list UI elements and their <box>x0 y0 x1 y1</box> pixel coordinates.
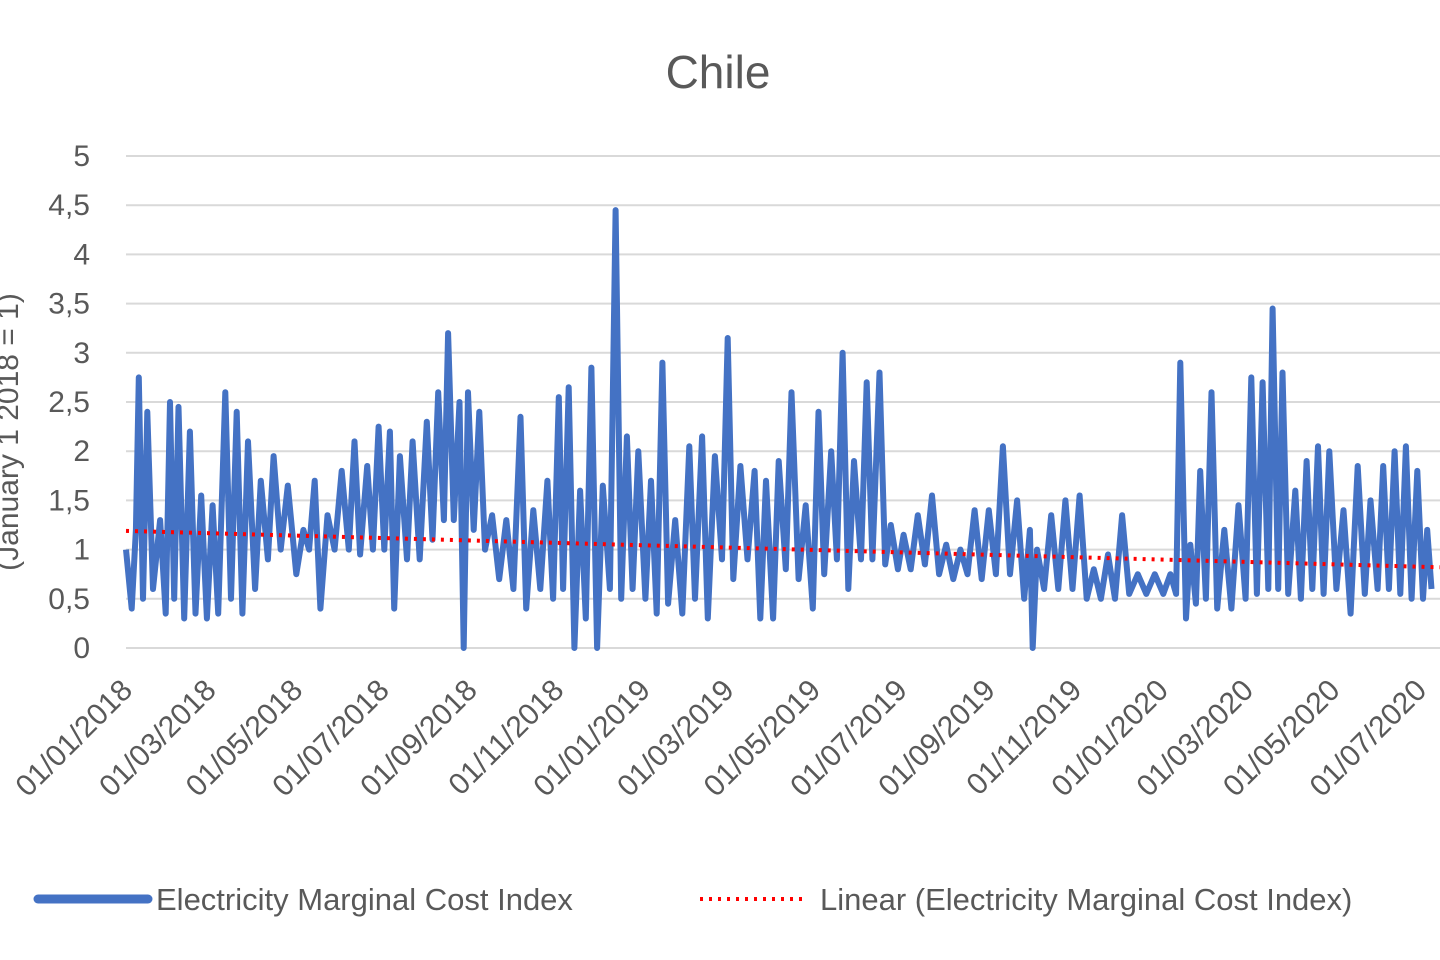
y-tick-label: 3,5 <box>48 288 90 321</box>
y-tick-label: 0,5 <box>48 583 90 616</box>
y-axis-ticks: 0 0,5 1 1,5 2 2,5 3 3,5 4 4,5 5 <box>48 140 90 665</box>
y-tick-label: 0 <box>73 632 90 665</box>
trendline <box>125 528 1440 570</box>
y-tick-label: 5 <box>73 140 90 173</box>
series-group <box>123 207 1440 651</box>
y-tick-label: 4 <box>73 238 90 271</box>
y-tick-label: 3 <box>73 337 90 370</box>
series-line-main <box>123 207 1435 651</box>
legend-label-main: Electricity Marginal Cost Index <box>156 882 573 917</box>
y-tick-label: 4,5 <box>48 189 90 222</box>
legend: Electricity Marginal Cost Index Linear (… <box>33 882 1352 917</box>
legend-label-trend: Linear (Electricity Marginal Cost Index) <box>820 882 1352 917</box>
y-tick-label: 2,5 <box>48 386 90 419</box>
x-axis-ticks: 01/01/201801/03/201801/05/201801/07/2018… <box>9 674 1433 804</box>
chart-title: Chile <box>666 46 771 98</box>
gridlines <box>126 155 1440 649</box>
y-tick-label: 2 <box>73 435 90 468</box>
y-tick-label: 1 <box>73 534 90 567</box>
y-tick-label: 1,5 <box>48 484 90 517</box>
y-axis-label: (January 1 2018 = 1) <box>0 293 25 571</box>
